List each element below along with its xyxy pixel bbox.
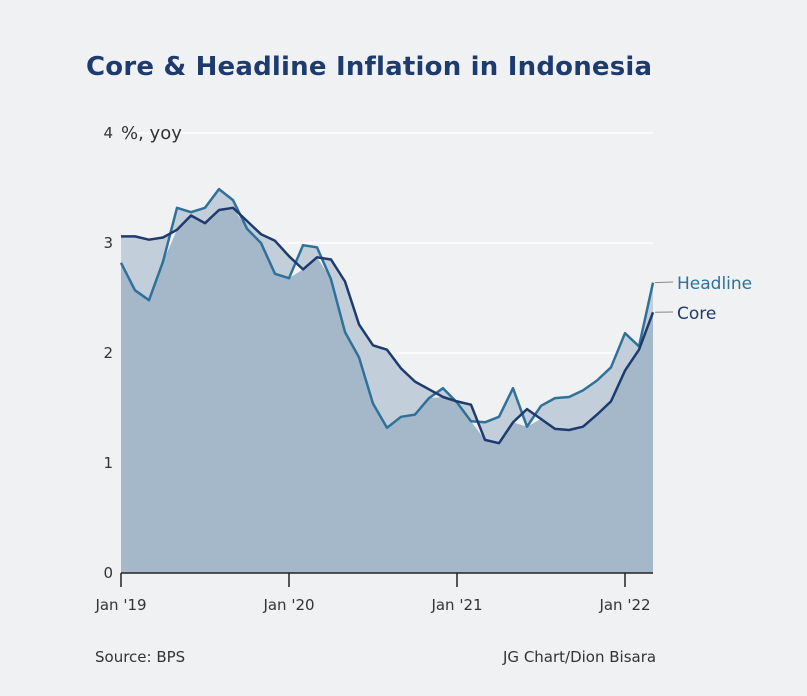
x-tick-label: Jan '22 bbox=[598, 596, 650, 614]
source-note: Source: BPS bbox=[95, 648, 186, 666]
series-label-core: Core bbox=[677, 304, 716, 324]
gap-area bbox=[121, 189, 653, 444]
series-line-core bbox=[121, 206, 655, 445]
y-tick-label: 3 bbox=[103, 234, 113, 252]
x-tick-label: Jan '20 bbox=[262, 596, 314, 614]
y-axis-label: %, yoy bbox=[121, 123, 182, 144]
y-tick-label: 1 bbox=[103, 454, 113, 472]
y-tick-label: 4 bbox=[103, 124, 113, 142]
line-chart: 0 1 2 3 4 %, yoy Jan '19 Jan '20 Jan '21 Jan '22 H… bbox=[94, 123, 752, 614]
leader-line-headline bbox=[654, 281, 674, 284]
y-tick-label: 0 bbox=[103, 564, 113, 582]
series-label-headline: Headline bbox=[677, 274, 752, 294]
base-area bbox=[121, 207, 653, 574]
x-tick-label: Jan '21 bbox=[430, 596, 482, 614]
chart-title: Core & Headline Inflation in Indonesia bbox=[86, 52, 653, 82]
x-tick-label: Jan '19 bbox=[94, 596, 146, 614]
series-line-headline bbox=[119, 187, 655, 430]
credit-note: JG Chart/Dion Bisara bbox=[503, 648, 657, 666]
y-tick-label: 2 bbox=[103, 344, 113, 362]
